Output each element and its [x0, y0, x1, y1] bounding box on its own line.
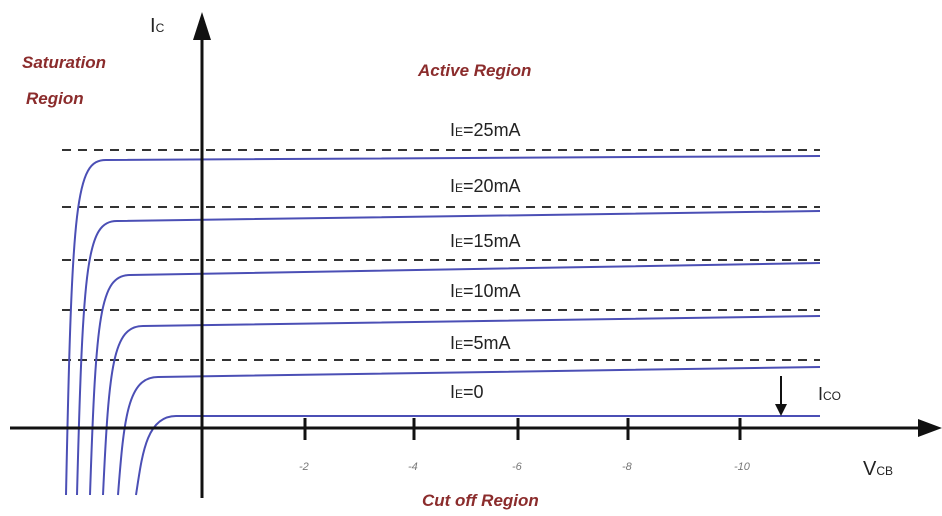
characteristic-curves [65, 155, 821, 496]
x-axis-arrow [918, 419, 942, 437]
curve-label: IE=10mA [450, 281, 521, 301]
characteristic-curve [102, 315, 821, 496]
characteristic-curve [135, 415, 820, 496]
dashed-lines [62, 149, 820, 361]
x-tick-label: -4 [408, 461, 418, 473]
y-axis-label: IC [150, 15, 165, 37]
saturation-label-line2: Region [26, 89, 84, 108]
curve-label: IE=25mA [450, 120, 521, 140]
characteristic-curve [89, 262, 821, 496]
cutoff-region-label: Cut off Region [422, 491, 539, 510]
curve-label: IE=15mA [450, 231, 521, 251]
x-tick-label: -6 [512, 461, 523, 473]
curve-labels: IE=25mA IE=20mA IE=15mA IE=10mA IE=5mA IE=0 [450, 120, 521, 402]
x-tick-label: -2 [299, 461, 309, 473]
saturation-label-line1: Saturation [22, 53, 106, 72]
x-axis-label: VCB [863, 458, 893, 480]
curve-label: IE=5mA [450, 333, 511, 353]
active-region-label: Active Region [417, 61, 531, 80]
characteristic-curve [65, 155, 821, 496]
x-tick-label: -10 [734, 461, 751, 473]
characteristic-curve [117, 366, 821, 496]
ico-arrow-head [775, 404, 787, 416]
x-tick-label: -8 [622, 461, 633, 473]
curve-label: IE=20mA [450, 176, 521, 196]
characteristic-curve [76, 210, 821, 496]
curve-label: IE=0 [450, 382, 484, 402]
x-ticks: -2 -4 -6 -8 -10 [299, 418, 751, 473]
ico-label: ICO [818, 384, 841, 404]
y-axis-arrow [193, 12, 211, 40]
